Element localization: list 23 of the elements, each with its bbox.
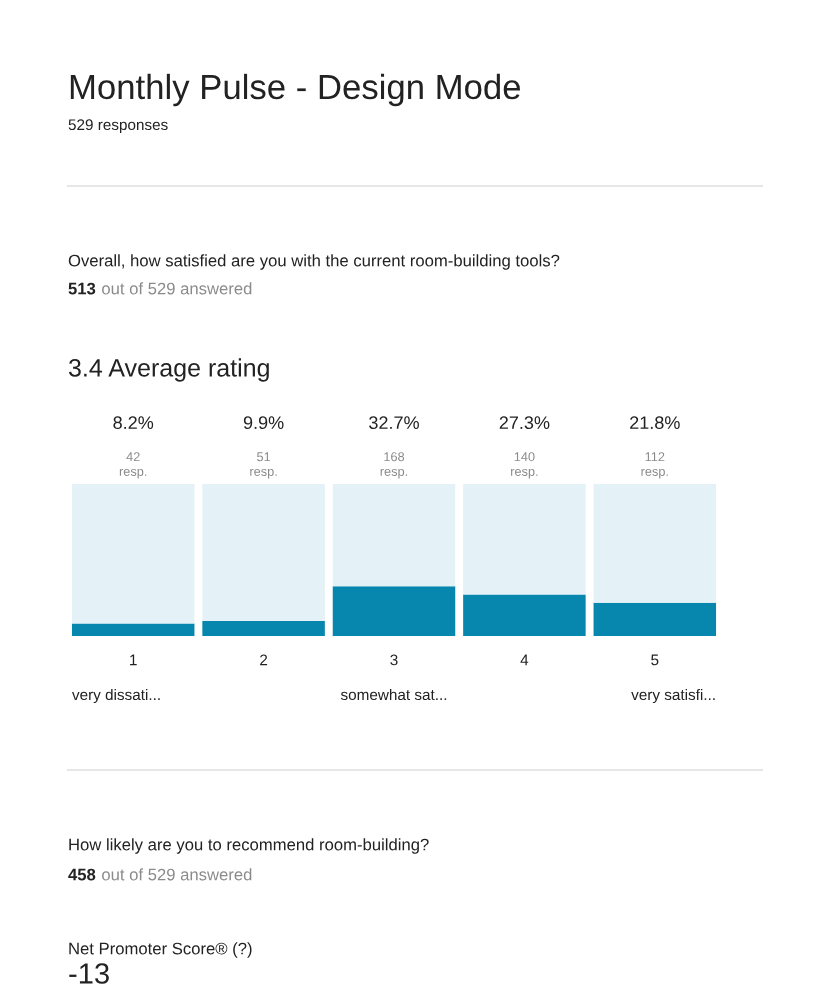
data-label: 32.7% xyxy=(369,416,419,430)
data-label: 9.9% xyxy=(243,416,284,430)
text: 458 out of 529 answered xyxy=(68,868,252,881)
bar xyxy=(593,484,717,603)
chart-title: Monthly Pulse - Design Mode xyxy=(70,73,520,107)
data-label: 27.3% xyxy=(499,416,550,430)
bar xyxy=(593,602,717,636)
text: 513 out of 529 answered xyxy=(68,282,252,295)
bar xyxy=(71,623,195,636)
text: 3.4 Average rating xyxy=(68,358,269,382)
text: -13 xyxy=(69,963,109,984)
bar xyxy=(202,484,325,621)
bar xyxy=(71,484,195,624)
bar xyxy=(463,484,586,595)
text: How likely are you to recommend room-building? xyxy=(69,838,429,854)
bar xyxy=(332,484,456,587)
bar xyxy=(332,586,456,636)
bar xyxy=(463,594,586,636)
bar xyxy=(202,620,325,636)
data-label: 8.2% xyxy=(113,416,154,430)
text: Overall, how satisfied are you with the current room-building tools? xyxy=(68,254,560,270)
text: Net Promoter Score® (?) xyxy=(69,942,252,958)
data-label: 21.8% xyxy=(630,416,680,430)
